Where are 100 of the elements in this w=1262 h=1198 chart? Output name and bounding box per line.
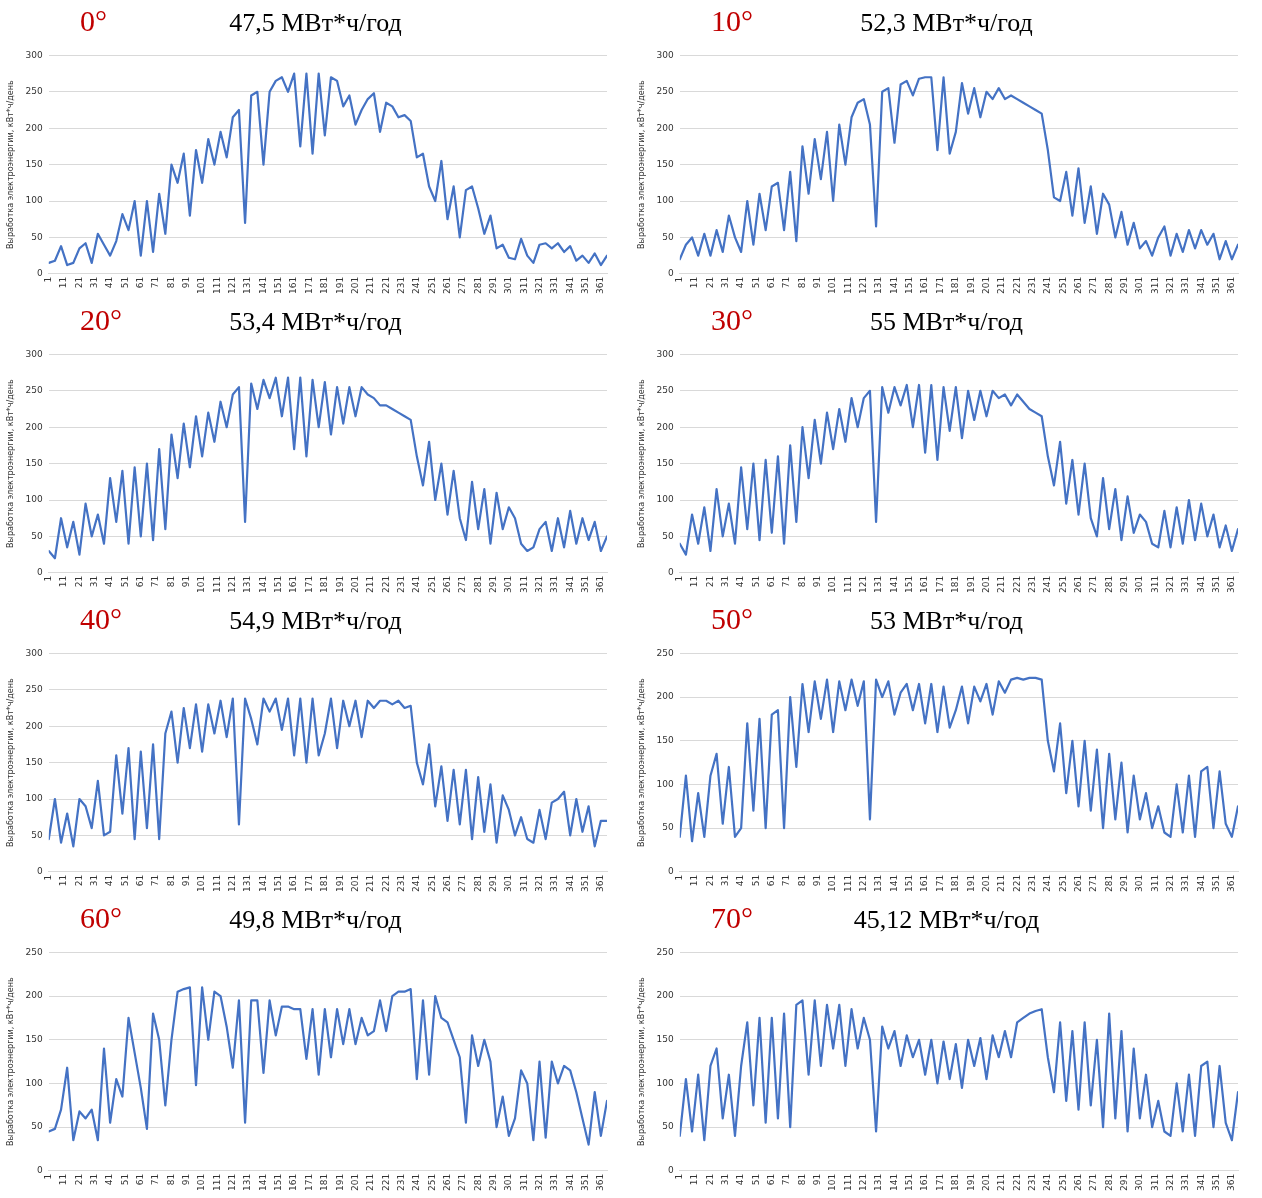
x-tick-label: 71: [150, 575, 161, 588]
x-tick-label: 171: [934, 874, 945, 893]
x-tick-label: 201: [980, 575, 991, 594]
x-tick-label: 291: [487, 276, 498, 295]
x-tick-label: 81: [165, 874, 176, 887]
x-tick-label: 321: [1164, 575, 1175, 594]
x-tick-label: 231: [1026, 276, 1037, 295]
x-tick-label: 31: [89, 276, 100, 289]
x-tick-label: 141: [888, 874, 899, 893]
x-tick-label: 261: [441, 1173, 452, 1192]
x-tick-label: 41: [104, 1173, 115, 1186]
y-tick-label: 100: [25, 494, 44, 505]
x-tick-label: 291: [1118, 1173, 1129, 1192]
x-tick-label: 141: [257, 575, 268, 594]
x-tick-label: 101: [196, 1173, 207, 1192]
y-tick-label: 100: [656, 778, 675, 789]
x-tick-label: 51: [119, 874, 130, 887]
x-tick-label: 51: [750, 575, 761, 588]
x-tick-label: 151: [904, 276, 915, 295]
x-tick-label: 171: [934, 1173, 945, 1192]
x-tick-label: 231: [1026, 1173, 1037, 1192]
x-tick-label: 181: [950, 575, 961, 594]
x-tick-label: 31: [720, 575, 731, 588]
x-tick-label: 351: [1210, 874, 1221, 893]
x-tick-label: 1: [43, 575, 54, 582]
x-tick-label: 281: [472, 874, 483, 893]
x-tick-label: 231: [1026, 874, 1037, 893]
x-tick-label: 61: [135, 874, 146, 887]
y-tick-label: 0: [37, 567, 44, 578]
x-tick-label: 181: [319, 575, 330, 594]
x-tick-label: 21: [704, 575, 715, 588]
y-tick-label: 300: [656, 49, 675, 60]
x-tick-label: 101: [196, 276, 207, 295]
x-tick-label: 171: [303, 874, 314, 893]
chart-subtitle: 49,8 МВт*ч/год: [229, 905, 402, 934]
x-tick-label: 121: [858, 874, 869, 893]
x-tick-label: 51: [119, 1173, 130, 1186]
x-tick-label: 91: [812, 1173, 823, 1186]
x-tick-label: 81: [796, 276, 807, 289]
x-tick-label: 161: [288, 1173, 299, 1192]
x-tick-label: 21: [73, 874, 84, 887]
x-tick-label: 141: [257, 1173, 268, 1192]
x-tick-label: 91: [812, 874, 823, 887]
y-axis-title: Выработка электроэнергии, кВт*ч/день: [636, 80, 646, 249]
y-axis-title: Выработка электроэнергии, кВт*ч/день: [636, 678, 646, 847]
x-tick-label: 341: [1195, 276, 1206, 295]
chart-title: 50°: [711, 602, 753, 636]
x-tick-label: 111: [842, 575, 853, 594]
y-tick-label: 50: [662, 1121, 675, 1132]
y-tick-label: 300: [25, 647, 44, 658]
x-tick-label: 271: [1088, 575, 1099, 594]
x-tick-label: 21: [73, 1173, 84, 1186]
x-tick-label: 241: [411, 1173, 422, 1192]
x-tick-label: 11: [689, 874, 700, 887]
x-tick-label: 211: [996, 276, 1007, 295]
x-tick-label: 321: [1164, 1173, 1175, 1192]
x-tick-label: 81: [796, 575, 807, 588]
x-tick-label: 211: [996, 874, 1007, 893]
chart-title: 10°: [711, 4, 753, 38]
y-tick-label: 200: [25, 421, 44, 432]
y-tick-label: 50: [662, 530, 675, 541]
x-tick-label: 1: [674, 874, 685, 881]
x-tick-label: 231: [395, 276, 406, 295]
y-tick-label: 100: [656, 494, 675, 505]
chart-subtitle: 45,12 МВт*ч/год: [853, 905, 1040, 934]
x-tick-label: 71: [781, 1173, 792, 1186]
x-tick-label: 51: [750, 1173, 761, 1186]
y-tick-label: 100: [656, 195, 675, 206]
x-tick-label: 311: [518, 276, 529, 295]
x-tick-label: 41: [104, 276, 115, 289]
x-tick-label: 91: [181, 575, 192, 588]
x-tick-label: 271: [1088, 276, 1099, 295]
x-tick-label: 131: [873, 874, 884, 893]
y-tick-label: 300: [25, 49, 44, 60]
x-tick-label: 261: [1072, 874, 1083, 893]
x-tick-label: 161: [288, 874, 299, 893]
x-tick-label: 101: [196, 874, 207, 893]
y-axis-title: Выработка электроэнергии, кВт*ч/день: [636, 379, 646, 548]
x-tick-label: 111: [842, 276, 853, 295]
y-tick-label: 50: [31, 829, 44, 840]
x-tick-label: 241: [1042, 575, 1053, 594]
y-tick-label: 100: [656, 1077, 675, 1088]
x-tick-label: 211: [365, 276, 376, 295]
x-tick-label: 321: [533, 1173, 544, 1192]
x-tick-label: 341: [564, 874, 575, 893]
x-tick-label: 61: [135, 276, 146, 289]
x-tick-label: 71: [781, 276, 792, 289]
x-tick-label: 311: [1149, 276, 1160, 295]
x-tick-label: 251: [1057, 874, 1068, 893]
x-tick-label: 1: [674, 1173, 685, 1180]
x-tick-label: 311: [518, 1173, 529, 1192]
x-tick-label: 261: [1072, 575, 1083, 594]
y-tick-label: 150: [25, 756, 44, 767]
x-tick-label: 361: [1226, 276, 1237, 295]
x-tick-label: 91: [181, 874, 192, 887]
y-tick-label: 50: [662, 231, 675, 242]
x-tick-label: 251: [1057, 1173, 1068, 1192]
x-tick-label: 351: [579, 1173, 590, 1192]
chart-subtitle: 47,5 МВт*ч/год: [229, 8, 402, 37]
x-tick-label: 321: [533, 575, 544, 594]
